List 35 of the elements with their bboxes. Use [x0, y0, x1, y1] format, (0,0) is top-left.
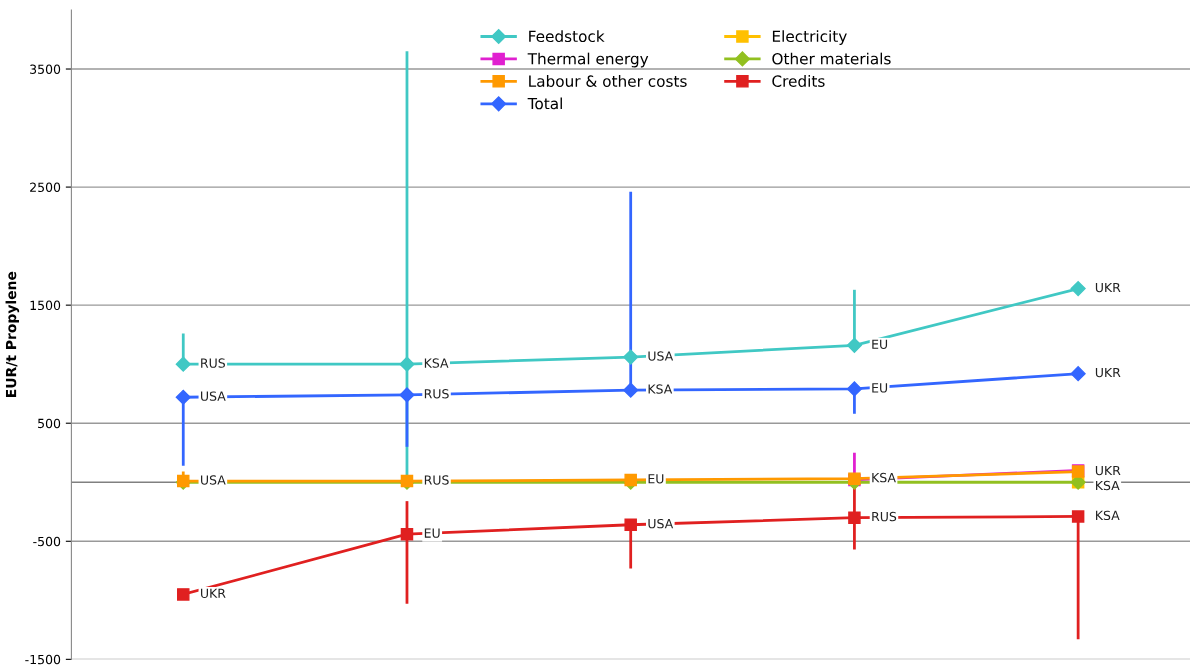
- data-label: UKR: [201, 588, 226, 599]
- data-label: UKR: [1095, 465, 1121, 476]
- legend-label: Labour & other costs: [529, 75, 687, 87]
- data-label: EU: [872, 383, 888, 393]
- data-label: USA: [201, 391, 226, 401]
- data-label: RUS: [872, 511, 897, 522]
- y-axis-title: EUR/t Propylene: [5, 271, 20, 397]
- data-label: UKR: [1095, 282, 1121, 293]
- data-label: USA: [648, 518, 674, 529]
- data-label: UKR: [1095, 367, 1121, 378]
- data-label: KSA: [648, 384, 673, 394]
- y-tick-label: 2500: [30, 182, 61, 193]
- data-label: USA: [201, 475, 226, 485]
- data-label: KSA: [1096, 510, 1120, 521]
- data-label: USA: [648, 351, 674, 361]
- data-label: RUS: [201, 358, 225, 368]
- data-label: KSA: [1096, 480, 1120, 491]
- legend-label: Total: [527, 97, 562, 110]
- y-tick-label: 500: [38, 418, 61, 429]
- data-label: KSA: [424, 358, 449, 368]
- data-label: RUS: [424, 389, 449, 399]
- data-label: EU: [648, 474, 664, 484]
- y-tick-label: -500: [33, 536, 61, 547]
- legend-label: Credits: [772, 75, 825, 87]
- legend-label: Thermal energy: [527, 52, 649, 68]
- legend-label: Feedstock: [529, 30, 605, 43]
- data-label: RUS: [424, 475, 449, 485]
- y-tick-label: -1500: [25, 654, 61, 665]
- data-label: EU: [872, 339, 888, 349]
- data-label: KSA: [872, 472, 896, 483]
- legend-label: Other materials: [772, 52, 891, 65]
- y-tick-label: 3500: [30, 64, 61, 74]
- y-tick-label: 1500: [30, 300, 61, 311]
- data-label: EU: [424, 528, 440, 538]
- legend-label: Electricity: [772, 30, 847, 46]
